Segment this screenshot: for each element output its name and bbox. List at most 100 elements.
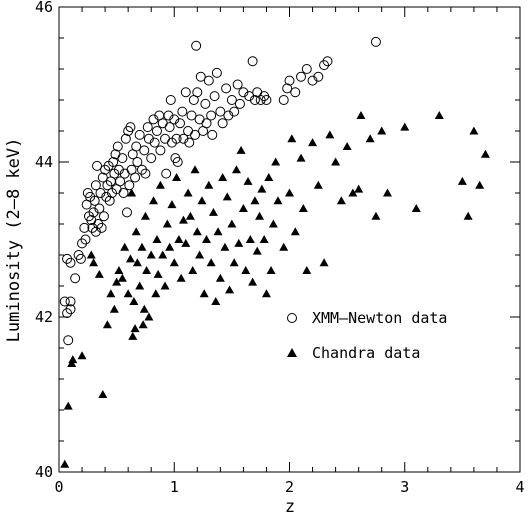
chandra-point (135, 281, 145, 290)
xmm-newton-point (261, 95, 272, 105)
chandra-point (102, 320, 112, 329)
xmm-newton-point (370, 36, 381, 47)
chandra-point (106, 289, 116, 298)
xmm-newton-point (142, 122, 153, 133)
chandra-point (231, 165, 241, 174)
xmm-newton-point (124, 180, 135, 191)
xmm-newton-point (215, 106, 226, 117)
chandra-point (252, 246, 262, 255)
xmm-newton-point (151, 126, 162, 136)
xmm-newton-point (65, 257, 76, 268)
xmm-newton-point (171, 133, 182, 144)
xmm-newton-point (244, 91, 255, 102)
xmm-newton-point (97, 172, 108, 183)
legend: XMM–Newton data Chandra data (287, 309, 447, 362)
chandra-point (336, 196, 346, 205)
chandra-point (259, 235, 269, 243)
xmm-newton-point (108, 157, 119, 167)
chandra-point (188, 266, 198, 274)
plot-frame (58, 6, 521, 473)
legend-marker-chandra (287, 348, 297, 357)
chandra-point (279, 242, 289, 251)
chandra-point (220, 242, 230, 251)
xmm-newton-point (189, 129, 200, 140)
xmm-newton-point (180, 87, 191, 98)
xmm-newton-point (90, 180, 101, 191)
x-tick-label: 3 (400, 478, 409, 496)
xmm-newton-point (249, 95, 260, 105)
chandra-point (167, 200, 177, 209)
xmm-newton-point (192, 87, 203, 98)
chandra-point (197, 196, 207, 205)
legend-marker-xmm-newton (287, 313, 297, 323)
chandra-point (114, 266, 124, 274)
tick-labels: 0 1 2 3 4 40 42 44 46 (35, 0, 525, 496)
chandra-point (165, 242, 175, 251)
legend-label-chandra: Chandra data (312, 344, 420, 362)
chandra-point (287, 134, 297, 143)
y-axis-label: Luminosity (2–8 keV) (4, 138, 24, 343)
xmm-newton-point (88, 207, 99, 218)
chandra-point (365, 134, 375, 143)
xmm-newton-point (100, 164, 111, 175)
xmm-newton-point (132, 157, 143, 167)
xmm-newton-point (296, 71, 307, 82)
chandra-point (153, 269, 163, 278)
chandra-point (319, 258, 329, 267)
xmm-newton-point (223, 110, 234, 121)
xmm-newton-point (221, 83, 232, 94)
xmm-newton-point (118, 188, 129, 198)
chandra-point (146, 250, 156, 259)
chandra-point (206, 258, 216, 267)
y-tick-label: 42 (35, 308, 53, 326)
legend-label-xmm-newton: XMM–Newton data (312, 309, 447, 327)
chandra-point (480, 149, 490, 158)
chandra-point (257, 184, 267, 193)
xmm-newton-point (238, 87, 249, 98)
xmm-newton-point (96, 222, 107, 233)
xmm-newton-point (146, 153, 157, 164)
chandra-point (434, 111, 444, 119)
xmm-newton-point (112, 141, 123, 152)
chandra-point (158, 250, 168, 259)
chandra-point (174, 235, 184, 243)
xmm-newton-point (164, 122, 175, 133)
chandra-point (400, 122, 410, 131)
chandra-point (411, 204, 421, 212)
xmm-newton-point (98, 211, 109, 222)
chandra-point (137, 242, 147, 251)
xmm-newton-point (282, 83, 293, 94)
chandra-point (238, 204, 248, 212)
chandra-point (128, 331, 138, 340)
chandra-point (63, 401, 73, 410)
chandra-point (261, 289, 271, 298)
xmm-newton-point (62, 253, 73, 264)
xmm-newton-point (209, 91, 220, 102)
chandra-point (290, 227, 300, 236)
xmm-newton-point (65, 296, 76, 307)
xmm-newton-point (186, 110, 197, 121)
xmm-newton-point (136, 164, 147, 175)
xmm-newton-point (175, 118, 186, 129)
xmm-newton-point (115, 176, 126, 187)
chandra-point (109, 304, 119, 313)
xmm-newton-point (125, 122, 136, 133)
xmm-newton-point (278, 95, 289, 105)
chandra-point (285, 188, 294, 197)
xmm-newton-point (104, 195, 115, 206)
chandra-point (264, 173, 274, 181)
x-tick-label: 2 (285, 478, 294, 496)
xmm-newton-point (59, 296, 70, 307)
chandra-point (236, 145, 246, 154)
xmm-newton-point (79, 222, 90, 233)
xmm-newton-point (178, 133, 189, 144)
chandra-point (245, 235, 255, 243)
chandra-point (271, 157, 281, 166)
chandra-point (243, 176, 253, 185)
chandra-point (178, 215, 188, 224)
chandra-point (123, 289, 133, 298)
data-points (59, 36, 490, 468)
chandra-point (94, 269, 104, 278)
chandra-point (342, 142, 352, 150)
chandra-point (138, 320, 148, 329)
